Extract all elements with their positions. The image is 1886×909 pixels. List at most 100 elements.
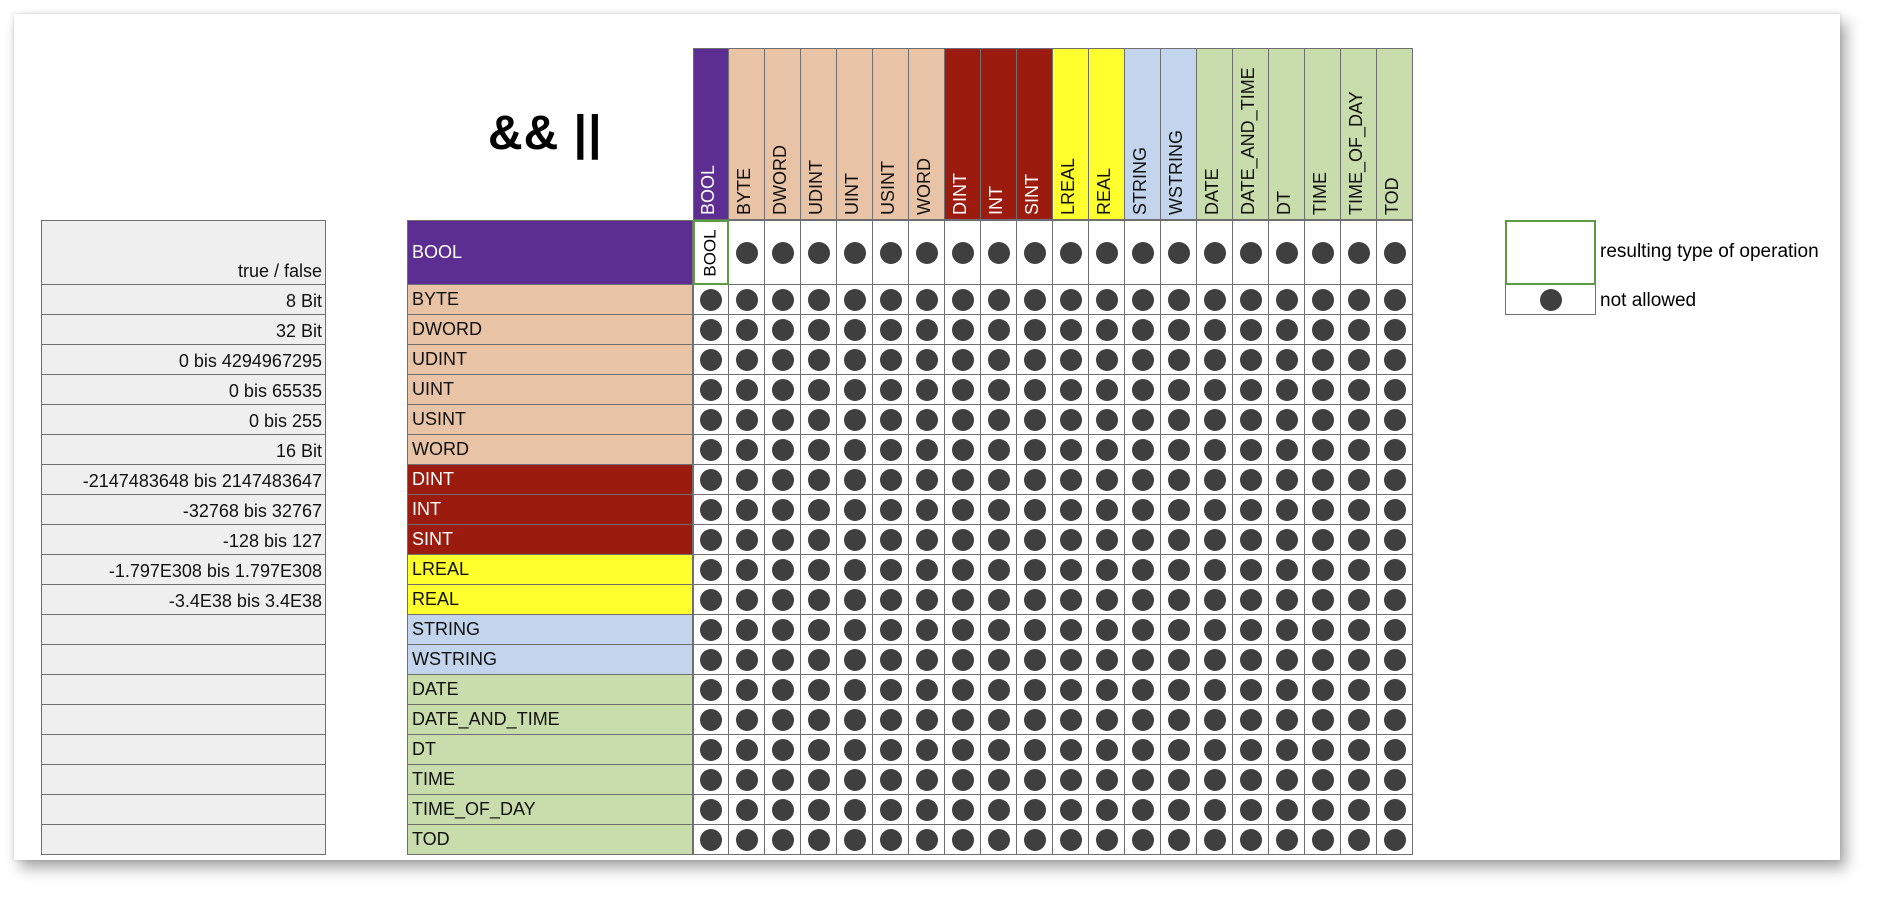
not-allowed-dot-icon	[951, 498, 974, 521]
not-allowed-dot-icon	[1311, 738, 1334, 761]
not-allowed-cell	[801, 345, 837, 375]
not-allowed-dot-icon	[1095, 288, 1118, 311]
not-allowed-cell	[1017, 375, 1053, 405]
not-allowed-dot-icon	[1275, 318, 1298, 341]
not-allowed-dot-icon	[1167, 708, 1190, 731]
not-allowed-dot-icon	[951, 738, 974, 761]
row-label-time_of_day: TIME_OF_DAY	[407, 795, 693, 825]
not-allowed-cell	[1197, 825, 1233, 855]
not-allowed-dot-icon	[1167, 378, 1190, 401]
not-allowed-cell	[945, 525, 981, 555]
not-allowed-dot-icon	[951, 828, 974, 851]
not-allowed-cell	[1341, 375, 1377, 405]
not-allowed-cell	[981, 220, 1017, 285]
not-allowed-dot-icon	[771, 468, 794, 491]
column-header-label: WORD	[913, 158, 934, 215]
not-allowed-dot-icon	[1059, 241, 1082, 264]
not-allowed-cell	[1377, 315, 1413, 345]
matrix-row	[693, 405, 1413, 435]
not-allowed-cell	[1089, 375, 1125, 405]
not-allowed-dot-icon	[1023, 318, 1046, 341]
not-allowed-cell	[837, 525, 873, 555]
column-header-label: USINT	[877, 161, 898, 215]
row-label-usint: USINT	[407, 405, 693, 435]
not-allowed-cell	[1233, 465, 1269, 495]
not-allowed-cell	[1305, 675, 1341, 705]
column-header-uint: UINT	[837, 48, 873, 220]
not-allowed-dot-icon	[1203, 378, 1226, 401]
not-allowed-dot-icon	[1347, 828, 1370, 851]
not-allowed-cell	[1197, 615, 1233, 645]
not-allowed-dot-icon	[915, 768, 938, 791]
not-allowed-dot-icon	[1203, 348, 1226, 371]
not-allowed-dot-icon	[987, 798, 1010, 821]
matrix-row	[693, 795, 1413, 825]
not-allowed-dot-icon	[1311, 348, 1334, 371]
not-allowed-dot-icon	[1275, 241, 1298, 264]
not-allowed-cell	[1233, 615, 1269, 645]
not-allowed-cell	[1017, 435, 1053, 465]
not-allowed-dot-icon	[807, 438, 830, 461]
not-allowed-dot-icon	[1023, 378, 1046, 401]
not-allowed-cell	[1053, 705, 1089, 735]
row-label-uint: UINT	[407, 375, 693, 405]
not-allowed-dot-icon	[1239, 828, 1262, 851]
not-allowed-cell	[1305, 585, 1341, 615]
not-allowed-cell	[1269, 345, 1305, 375]
not-allowed-cell	[1089, 495, 1125, 525]
not-allowed-cell	[1161, 405, 1197, 435]
not-allowed-cell	[1305, 555, 1341, 585]
not-allowed-cell	[1233, 345, 1269, 375]
not-allowed-dot-icon	[700, 408, 722, 431]
not-allowed-dot-icon	[1203, 768, 1226, 791]
not-allowed-cell	[1341, 675, 1377, 705]
not-allowed-cell	[837, 795, 873, 825]
column-header-label: UDINT	[805, 160, 826, 215]
not-allowed-cell	[1197, 525, 1233, 555]
not-allowed-cell	[837, 220, 873, 285]
not-allowed-dot-icon	[1131, 438, 1154, 461]
not-allowed-dot-icon	[1131, 468, 1154, 491]
not-allowed-cell	[765, 220, 801, 285]
not-allowed-dot-icon	[1023, 588, 1046, 611]
not-allowed-cell	[873, 795, 909, 825]
not-allowed-cell	[1017, 645, 1053, 675]
not-allowed-cell	[1233, 705, 1269, 735]
type-range-cell: 0 bis 4294967295	[41, 345, 326, 375]
not-allowed-cell	[1017, 675, 1053, 705]
not-allowed-dot-icon	[1203, 498, 1226, 521]
not-allowed-dot-icon	[1023, 438, 1046, 461]
not-allowed-dot-icon	[1059, 318, 1082, 341]
not-allowed-dot-icon	[807, 678, 830, 701]
not-allowed-cell	[909, 345, 945, 375]
not-allowed-dot-icon	[1203, 618, 1226, 641]
not-allowed-cell	[693, 585, 729, 615]
not-allowed-cell	[1377, 825, 1413, 855]
not-allowed-dot-icon	[879, 528, 902, 551]
not-allowed-cell	[1341, 465, 1377, 495]
column-header-label: DATE	[1201, 168, 1222, 215]
not-allowed-dot-icon	[1059, 348, 1082, 371]
not-allowed-cell	[945, 285, 981, 315]
not-allowed-cell	[1377, 555, 1413, 585]
not-allowed-dot-icon	[735, 798, 758, 821]
not-allowed-cell	[945, 615, 981, 645]
not-allowed-cell	[729, 315, 765, 345]
not-allowed-cell	[1377, 645, 1413, 675]
not-allowed-dot-icon	[1095, 738, 1118, 761]
not-allowed-cell	[981, 285, 1017, 315]
not-allowed-dot-icon	[735, 438, 758, 461]
not-allowed-dot-icon	[1059, 588, 1082, 611]
not-allowed-cell	[1017, 825, 1053, 855]
not-allowed-cell	[1197, 465, 1233, 495]
not-allowed-cell	[1305, 765, 1341, 795]
not-allowed-cell	[873, 735, 909, 765]
not-allowed-cell	[1161, 495, 1197, 525]
not-allowed-dot-icon	[1131, 678, 1154, 701]
not-allowed-cell	[765, 465, 801, 495]
not-allowed-dot-icon	[700, 438, 722, 461]
not-allowed-cell	[1269, 495, 1305, 525]
not-allowed-dot-icon	[987, 528, 1010, 551]
not-allowed-dot-icon	[987, 318, 1010, 341]
not-allowed-dot-icon	[987, 588, 1010, 611]
